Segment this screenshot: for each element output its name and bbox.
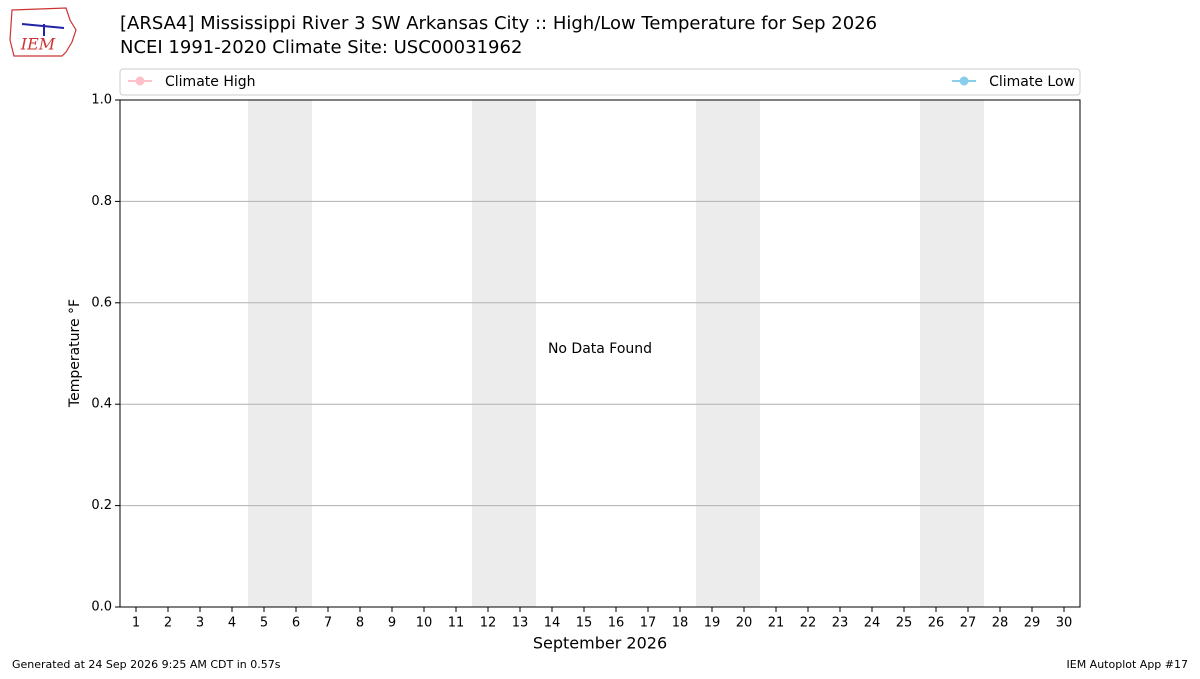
weekend-shade <box>248 100 312 607</box>
x-tick-label: 30 <box>1056 616 1073 631</box>
x-tick-label: 27 <box>960 616 977 631</box>
chart-subtitle: NCEI 1991-2020 Climate Site: USC00031962 <box>120 37 522 58</box>
chart-title: [ARSA4] Mississippi River 3 SW Arkansas … <box>120 13 877 34</box>
legend-label: Climate Low <box>989 74 1075 90</box>
x-tick-label: 17 <box>640 616 657 631</box>
y-tick-label: 0.2 <box>91 498 112 513</box>
y-tick-label: 0.0 <box>91 600 112 615</box>
y-tick-label: 1.0 <box>91 93 112 108</box>
x-tick-label: 7 <box>324 616 332 631</box>
x-tick-label: 13 <box>512 616 529 631</box>
x-tick-label: 23 <box>832 616 849 631</box>
plot-frame <box>119 99 1081 608</box>
y-axis-label: Temperature °F <box>67 299 83 408</box>
x-tick-label: 2 <box>164 616 172 631</box>
logo: IEM <box>9 7 77 57</box>
y-tick-label: 0.4 <box>91 397 112 412</box>
legend-label: Climate High <box>165 74 256 90</box>
y-tick-label: 0.8 <box>91 194 112 209</box>
legend <box>119 68 1081 96</box>
x-tick-label: 26 <box>928 616 945 631</box>
legend-marker <box>135 76 145 86</box>
y-tick-label: 0.6 <box>91 295 112 310</box>
x-tick-label: 22 <box>800 616 817 631</box>
x-tick-label: 25 <box>896 616 913 631</box>
x-tick-label: 9 <box>388 616 396 631</box>
weekend-shade <box>696 100 760 607</box>
x-tick-label: 28 <box>992 616 1009 631</box>
weekend-shade <box>920 100 984 607</box>
x-tick-label: 20 <box>736 616 753 631</box>
x-tick-label: 12 <box>480 616 497 631</box>
footer-right: IEM Autoplot App #17 <box>1067 658 1189 671</box>
x-axis-label: September 2026 <box>533 634 667 653</box>
x-tick-label: 6 <box>292 616 300 631</box>
x-tick-label: 19 <box>704 616 721 631</box>
x-tick-label: 18 <box>672 616 689 631</box>
x-tick-label: 15 <box>576 616 593 631</box>
x-tick-label: 24 <box>864 616 881 631</box>
logo-text: IEM <box>20 35 56 54</box>
x-tick-label: 29 <box>1024 616 1041 631</box>
annotation: No Data Found <box>548 341 652 357</box>
x-tick-label: 3 <box>196 616 204 631</box>
legend-marker <box>959 76 969 86</box>
x-tick-label: 10 <box>416 616 433 631</box>
x-tick-label: 4 <box>228 616 236 631</box>
x-tick-label: 11 <box>448 616 465 631</box>
x-tick-label: 21 <box>768 616 785 631</box>
x-tick-label: 5 <box>260 616 268 631</box>
x-tick-label: 1 <box>132 616 140 631</box>
x-tick-label: 14 <box>544 616 561 631</box>
weekend-shade <box>472 100 536 607</box>
footer-left: Generated at 24 Sep 2026 9:25 AM CDT in … <box>12 658 281 671</box>
x-tick-label: 8 <box>356 616 364 631</box>
x-tick-label: 16 <box>608 616 625 631</box>
